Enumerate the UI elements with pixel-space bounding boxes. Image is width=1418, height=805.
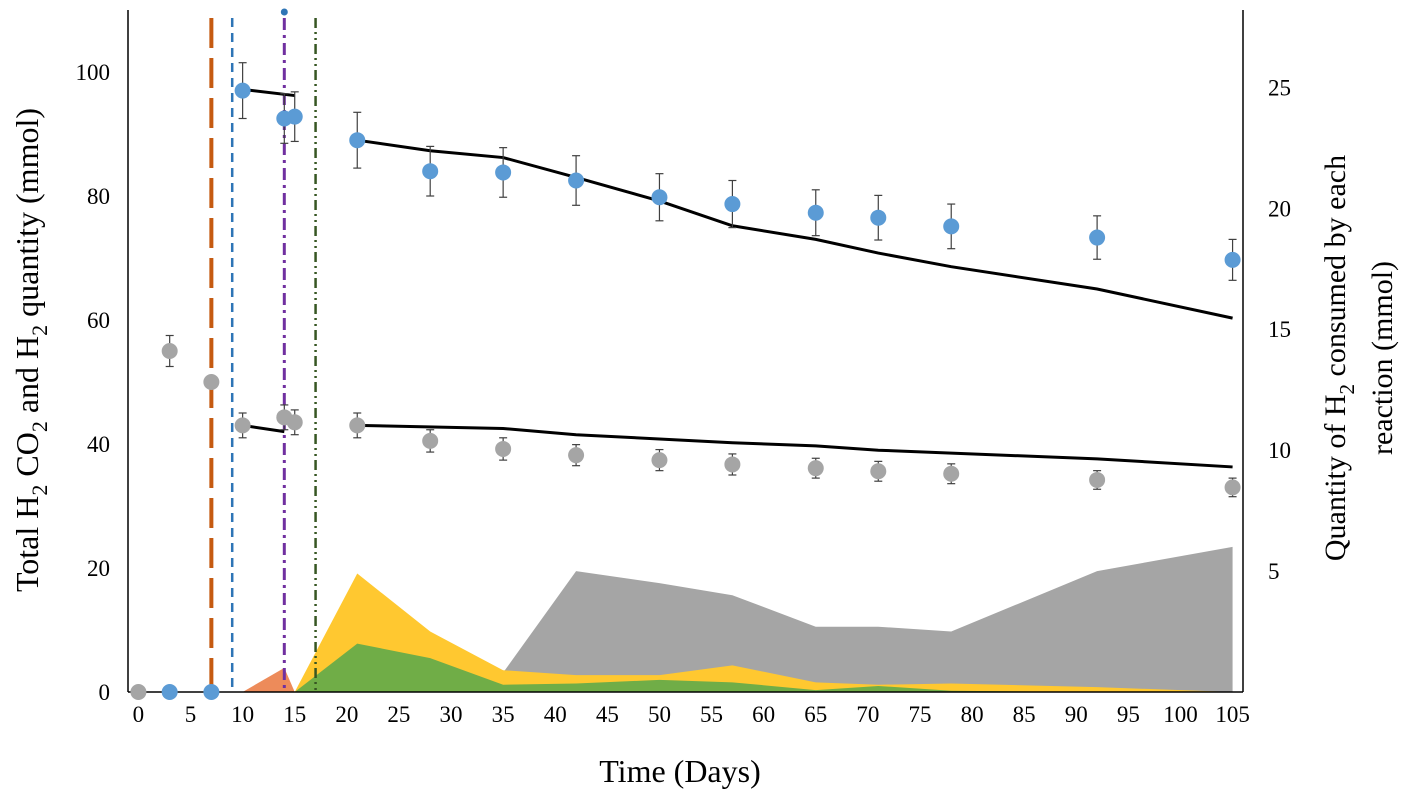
h2-point <box>203 684 220 700</box>
x-tick-label: 10 <box>231 702 254 727</box>
co2-point <box>161 343 178 359</box>
h2-point <box>724 196 741 213</box>
error-bars <box>165 62 1237 498</box>
h2-point <box>234 82 251 99</box>
x-tick-label: 30 <box>440 702 463 727</box>
x-tick-label: 60 <box>752 702 775 727</box>
y-left-tick-label: 100 <box>76 60 111 85</box>
y-right-tick-label: 25 <box>1268 75 1291 100</box>
co2-point <box>495 440 512 457</box>
co2-point <box>203 374 220 390</box>
h2-point <box>286 108 303 125</box>
x-tick-label: 65 <box>804 702 827 727</box>
co2-point <box>1089 471 1106 488</box>
x-tick-label: 40 <box>544 702 567 727</box>
h2-point <box>161 684 178 700</box>
phase-line-marker <box>280 8 288 16</box>
h2-point <box>568 172 585 189</box>
y-right-tick-label: 20 <box>1268 196 1291 221</box>
right-y-axis-title-line2: reaction (mmol) <box>1366 261 1399 455</box>
model-lines <box>242 87 1233 469</box>
h2-point <box>807 204 824 221</box>
h2-model-line-2 <box>357 138 1233 320</box>
h2-model-line-1 <box>242 87 295 98</box>
y-right-tick-label: 15 <box>1268 317 1291 342</box>
axes <box>127 10 1244 693</box>
x-tick-label: 0 <box>133 702 145 727</box>
co2-point <box>724 456 741 473</box>
co2-point <box>130 684 147 700</box>
y-left-tick-label: 60 <box>87 308 110 333</box>
x-axis-title: Time (Days) <box>599 753 760 789</box>
x-tick-label: 80 <box>961 702 984 727</box>
x-tick-label: 95 <box>1117 702 1140 727</box>
tick-labels: 0 5 10 15 20 25 30 35 40 45 50 55 60 65 70 75 80 85 90 95 10… <box>76 60 1292 727</box>
x-tick-label: 5 <box>185 702 197 727</box>
x-tick-label: 35 <box>492 702 515 727</box>
x-tick-label: 85 <box>1013 702 1036 727</box>
co2-point <box>234 417 251 434</box>
x-tick-label: 15 <box>283 702 306 727</box>
x-tick-label: 90 <box>1065 702 1088 727</box>
y-left-tick-label: 0 <box>99 680 111 705</box>
co2-point <box>807 460 824 477</box>
x-tick-label: 50 <box>648 702 671 727</box>
h2-point <box>1089 229 1106 246</box>
y-left-tick-label: 20 <box>87 556 110 581</box>
x-tick-label: 75 <box>908 702 931 727</box>
x-tick-label: 105 <box>1215 702 1250 727</box>
co2-point <box>651 452 668 469</box>
co2-point <box>286 414 303 431</box>
area-green <box>294 643 1233 692</box>
co2-point <box>870 463 887 480</box>
area-orange <box>242 667 295 692</box>
co2-model-line-2 <box>357 423 1233 469</box>
x-tick-label: 100 <box>1163 702 1198 727</box>
x-tick-label: 55 <box>700 702 723 727</box>
x-tick-label: 45 <box>596 702 619 727</box>
phase-lines <box>209 8 317 692</box>
co2-point <box>568 447 585 464</box>
co2-point <box>349 417 366 434</box>
h2-point <box>422 163 439 180</box>
y-left-tick-label: 80 <box>87 184 110 209</box>
x-tick-label: 70 <box>856 702 879 727</box>
h2-point <box>870 209 887 226</box>
h2-point <box>943 218 960 235</box>
left-y-axis-title: Total H2 CO2 and H2 quantity (mmol) <box>9 108 52 592</box>
y-left-tick-label: 40 <box>87 432 110 457</box>
h2-point <box>1224 251 1241 268</box>
h2-point <box>495 164 512 181</box>
right-y-axis-title-line1: Quantity of H2 consumed by each <box>1319 155 1359 561</box>
h2-point <box>651 189 668 206</box>
h2-point <box>349 132 366 149</box>
co2-point <box>943 465 960 482</box>
area-gray <box>503 546 1233 692</box>
stacked-areas <box>242 546 1233 692</box>
x-tick-label: 25 <box>387 702 410 727</box>
data-points <box>130 82 1241 700</box>
co2-point <box>1224 479 1241 496</box>
co2-point <box>422 432 439 449</box>
y-right-tick-label: 10 <box>1268 438 1291 463</box>
y-right-tick-label: 5 <box>1268 559 1280 584</box>
x-tick-label: 20 <box>335 702 358 727</box>
